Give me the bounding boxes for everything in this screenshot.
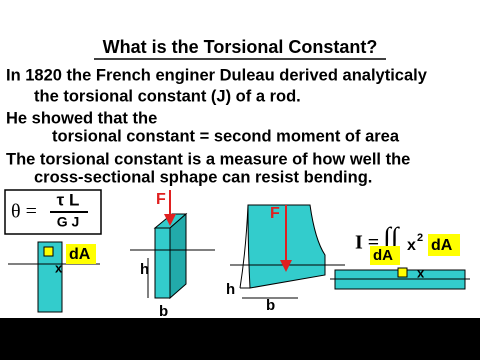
formula-numerator: τ L (57, 190, 80, 209)
bottom-bar (0, 318, 480, 360)
text-line: In 1820 the French enginer Duleau derive… (6, 66, 428, 84)
formula-denominator: G J (57, 214, 80, 230)
text-line: The torsional constant is a measure of h… (6, 150, 410, 168)
cross-section (37, 241, 63, 313)
width-label: b (159, 303, 168, 320)
height-label: h (140, 261, 149, 278)
text-line: the torsional constant (J) of a rod. (34, 87, 301, 105)
bar-area-label: dA (373, 247, 393, 264)
label-background (66, 244, 96, 264)
area-label: dA (69, 246, 91, 263)
force-label: F (270, 205, 280, 222)
distance-label: x (417, 265, 425, 280)
label-background (428, 234, 460, 256)
text-line: cross-sectional sphape can resist bendin… (34, 168, 372, 186)
area-label: dA (431, 237, 453, 254)
plate-side (169, 212, 187, 300)
distance-label: x (55, 260, 63, 275)
plate-front (154, 227, 171, 299)
arrow-head (164, 214, 176, 226)
title: What is the Torsional Constant? (103, 37, 378, 57)
integrand: x (407, 237, 416, 254)
area-element (43, 246, 54, 257)
height-label: h (226, 281, 235, 298)
sheet-edge (239, 204, 249, 289)
text-line: torsional constant = second moment of ar… (52, 127, 400, 145)
force-label: F (156, 191, 166, 208)
arrow-head (280, 260, 292, 272)
area-element (397, 267, 408, 278)
formula-lhs: θ = (11, 201, 37, 223)
width-label: b (266, 297, 275, 314)
exponent: 2 (417, 232, 423, 244)
label-background (370, 246, 400, 265)
text-line: He showed that the (6, 109, 157, 127)
